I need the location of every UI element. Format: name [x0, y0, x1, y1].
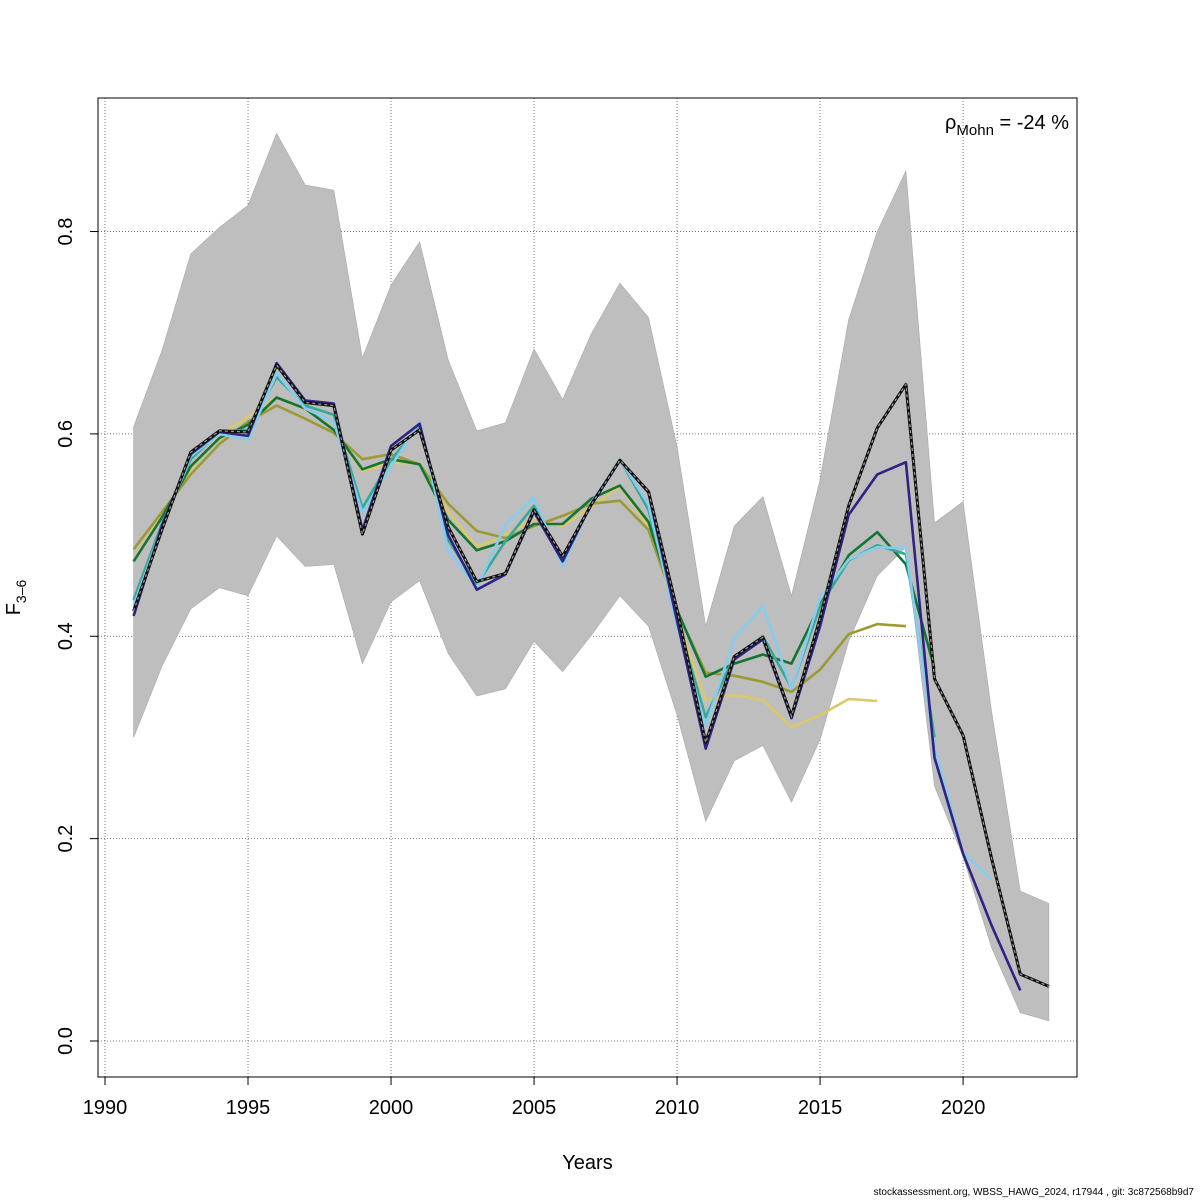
x-tick-label: 2015 — [798, 1097, 843, 1119]
x-tick-label: 2020 — [941, 1097, 986, 1119]
series-line-2 — [132, 371, 993, 881]
series-line-0-top-dash — [133, 363, 1050, 987]
x-tick-label: 1995 — [226, 1097, 271, 1119]
rho-value: = -24 % — [994, 112, 1069, 134]
y-axis-title-subscript: 3–6 — [13, 579, 29, 603]
y-tick-label: 0.2 — [55, 825, 77, 853]
y-tick-label: 0.4 — [55, 622, 77, 650]
axes: 1990 1995 2000 2005 2010 2015 2020 0.0 0.2 0.4 0.6… — [55, 218, 985, 1119]
x-axis-title: Years — [562, 1152, 612, 1174]
rho-symbol: ρ — [945, 112, 956, 134]
confidence-band — [133, 132, 1050, 1022]
footer-credit: stockassessment.org, WBSS_HAWG_2024, r17… — [873, 1187, 1194, 1198]
mohn-rho-annotation: ρMohn = -24 % — [945, 112, 1069, 139]
y-tick-label: 0.0 — [55, 1027, 77, 1055]
series-line-4 — [132, 396, 936, 678]
x-tick-label: 2000 — [369, 1097, 414, 1119]
y-axis-title-main: F — [3, 603, 25, 615]
series-layer — [132, 361, 1050, 991]
y-axis-title: F3–6 — [3, 579, 29, 615]
y-tick-label: 0.6 — [55, 420, 77, 448]
confidence-band-layer — [133, 132, 1050, 1022]
x-tick-label: 2005 — [512, 1097, 557, 1119]
y-tick-label: 0.8 — [55, 218, 77, 246]
x-tick-label: 1990 — [83, 1097, 128, 1119]
mohn-rho-text: ρMohn = -24 % — [945, 112, 1069, 139]
x-tick-label: 2010 — [655, 1097, 700, 1119]
rho-subscript: Mohn — [956, 122, 994, 139]
